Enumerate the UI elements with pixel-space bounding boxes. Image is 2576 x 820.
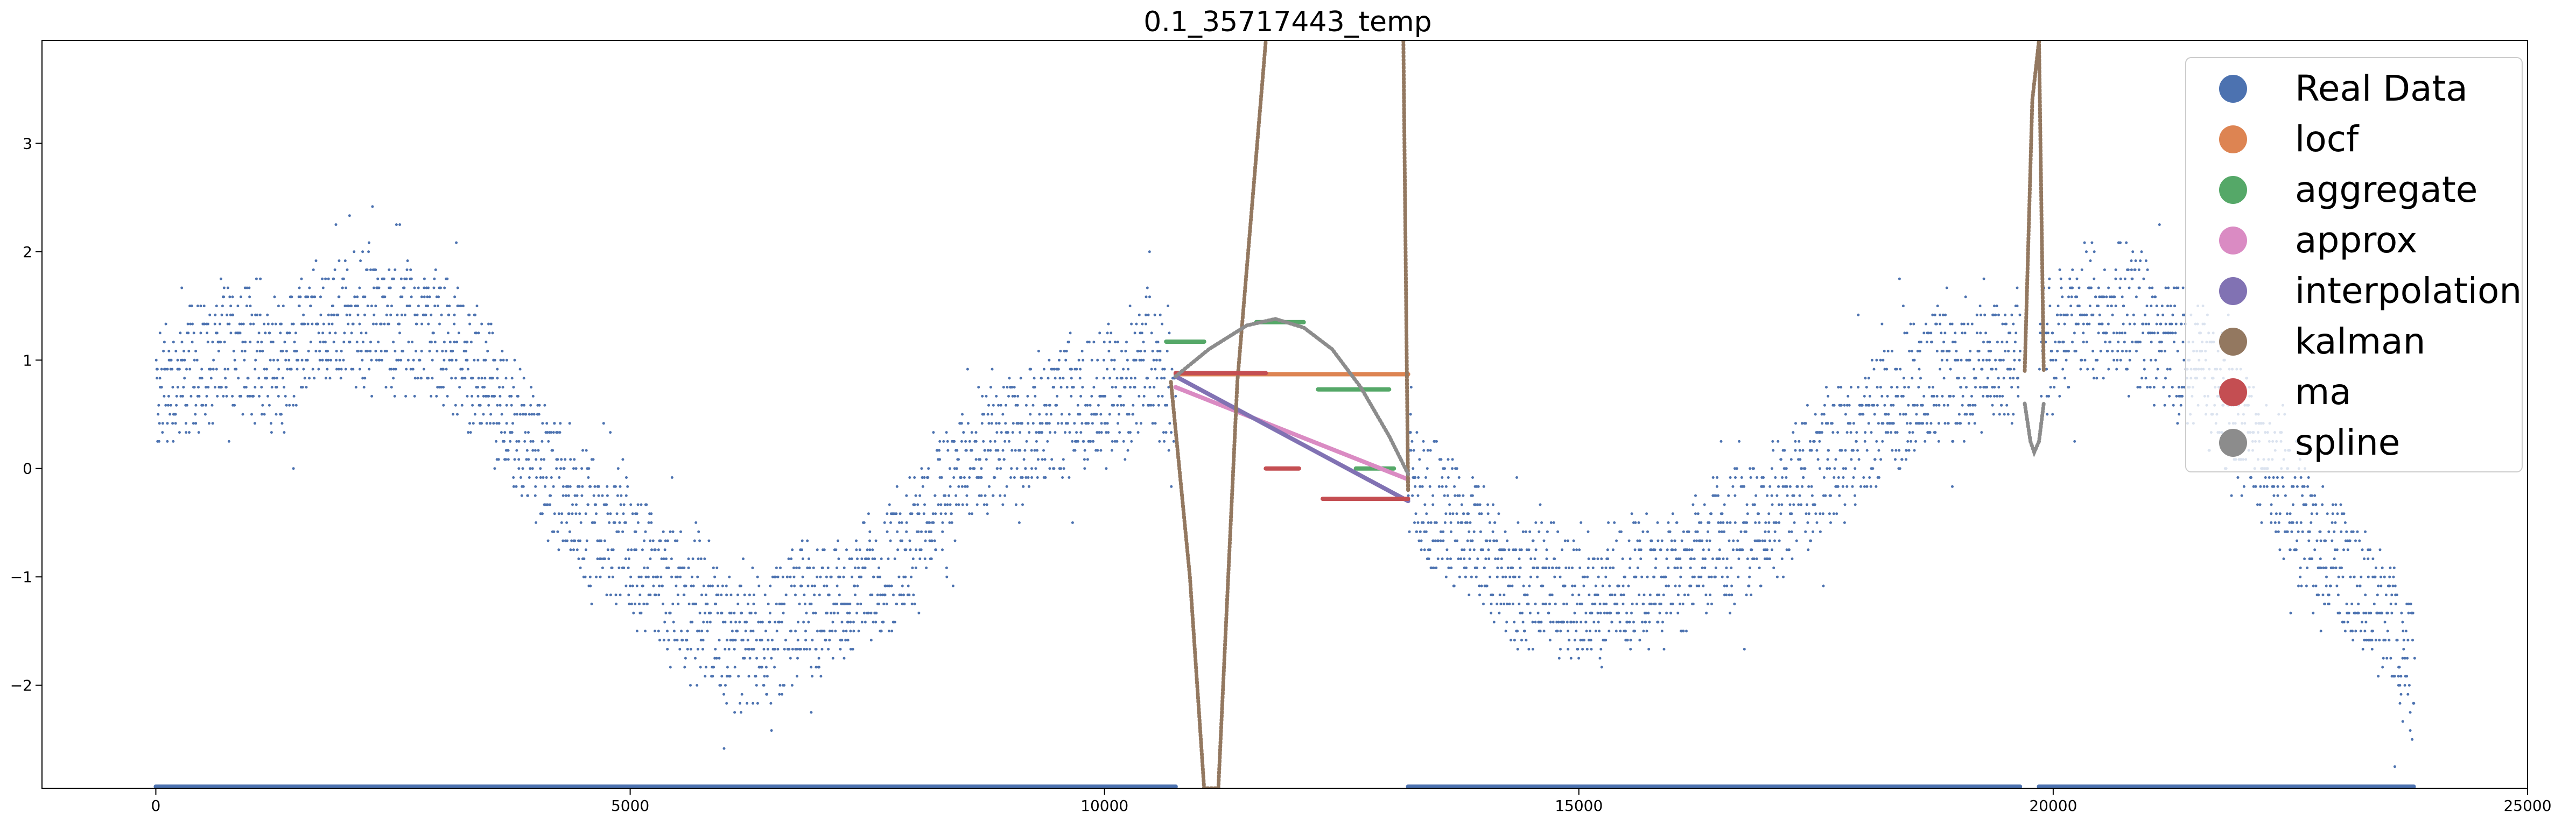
plot-area — [153, 40, 2416, 788]
legend-label: aggregate — [2295, 169, 2477, 210]
legend-label: locf — [2295, 118, 2360, 160]
y-tick-label: 2 — [23, 243, 32, 261]
legend: Real Data locf aggregate approx interpolatio… — [2185, 57, 2523, 472]
legend-label: approx — [2295, 220, 2417, 261]
y-tick-label: 0 — [23, 460, 32, 478]
series-approx-line — [1173, 385, 1410, 482]
axes-frame — [41, 40, 2528, 789]
legend-box — [2185, 57, 2523, 472]
axes: 0 5000 10000 15000 20000 25000 −2 −1 0 1 2 3 — [10, 40, 2552, 815]
x-tick-label: 10000 — [1080, 797, 1128, 815]
plot-clip-group — [153, 40, 2416, 788]
series-kalman-line — [2023, 40, 2046, 373]
legend-marker-aggregate — [2219, 176, 2247, 204]
series-spline-line — [1174, 317, 1410, 476]
legend-marker-approx — [2219, 227, 2247, 255]
series-kalman-line — [1401, 40, 1410, 492]
x-tick-label: 20000 — [2029, 797, 2077, 815]
x-tick-label: 5000 — [611, 797, 649, 815]
legend-label: interpolation — [2295, 270, 2522, 312]
legend-marker-real-data — [2219, 75, 2247, 103]
x-tick-label: 15000 — [1555, 797, 1603, 815]
legend-marker-interpolation — [2219, 277, 2247, 305]
series-kalman-line — [1169, 40, 1268, 788]
x-tick-label: 0 — [151, 797, 161, 815]
legend-label: Real Data — [2295, 68, 2468, 109]
y-tick-label: −1 — [10, 568, 32, 586]
y-tick-label: −2 — [10, 677, 32, 695]
legend-marker-kalman — [2219, 328, 2247, 356]
y-tick-label: 3 — [23, 135, 32, 152]
legend-marker-spline — [2219, 429, 2247, 457]
chart-title: 0.1_35717443_temp — [1143, 6, 1431, 38]
y-tick-label: 1 — [23, 351, 32, 369]
series-interpolation-line — [1173, 374, 1410, 504]
legend-label: ma — [2295, 371, 2352, 413]
legend-marker-ma — [2219, 378, 2247, 406]
legend-marker-locf — [2219, 125, 2247, 153]
legend-label: spline — [2295, 422, 2400, 463]
legend-label: kalman — [2295, 321, 2425, 362]
x-tick-label: 25000 — [2503, 797, 2551, 815]
series-spline-line — [2023, 401, 2046, 458]
